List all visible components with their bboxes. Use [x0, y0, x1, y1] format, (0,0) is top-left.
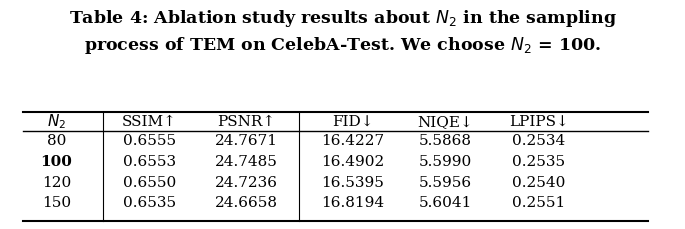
Text: 120: 120 — [42, 175, 71, 189]
Text: 24.6658: 24.6658 — [214, 196, 277, 210]
Text: 100: 100 — [40, 154, 73, 168]
Text: LPIPS↓: LPIPS↓ — [509, 114, 569, 128]
Text: 5.6041: 5.6041 — [419, 196, 472, 210]
Text: 0.6553: 0.6553 — [123, 154, 176, 168]
Text: PSNR↑: PSNR↑ — [217, 114, 275, 128]
Text: 24.7236: 24.7236 — [214, 175, 277, 189]
Text: 24.7485: 24.7485 — [214, 154, 277, 168]
Text: 5.5956: 5.5956 — [419, 175, 472, 189]
Text: 0.2535: 0.2535 — [512, 154, 565, 168]
Text: 16.8194: 16.8194 — [321, 196, 384, 210]
Text: NIQE↓: NIQE↓ — [418, 114, 473, 128]
Text: 0.6535: 0.6535 — [123, 196, 176, 210]
Text: 150: 150 — [42, 196, 71, 210]
Text: 0.2534: 0.2534 — [512, 134, 565, 148]
Text: 16.4227: 16.4227 — [321, 134, 384, 148]
Text: 80: 80 — [47, 134, 66, 148]
Text: 0.2551: 0.2551 — [512, 196, 565, 210]
Text: $N_2$: $N_2$ — [47, 112, 66, 131]
Text: FID↓: FID↓ — [332, 114, 373, 128]
Text: 0.2540: 0.2540 — [512, 175, 565, 189]
Text: 5.5868: 5.5868 — [419, 134, 472, 148]
Text: 24.7671: 24.7671 — [214, 134, 277, 148]
Text: Table 4: Ablation study results about $N_2$ in the sampling
process of TEM on Ce: Table 4: Ablation study results about $N… — [68, 8, 616, 56]
Text: 0.6550: 0.6550 — [123, 175, 176, 189]
Text: SSIM↑: SSIM↑ — [122, 114, 177, 128]
Text: 16.4902: 16.4902 — [321, 154, 384, 168]
Text: 16.5395: 16.5395 — [321, 175, 384, 189]
Text: 5.5990: 5.5990 — [419, 154, 472, 168]
Text: 0.6555: 0.6555 — [123, 134, 176, 148]
